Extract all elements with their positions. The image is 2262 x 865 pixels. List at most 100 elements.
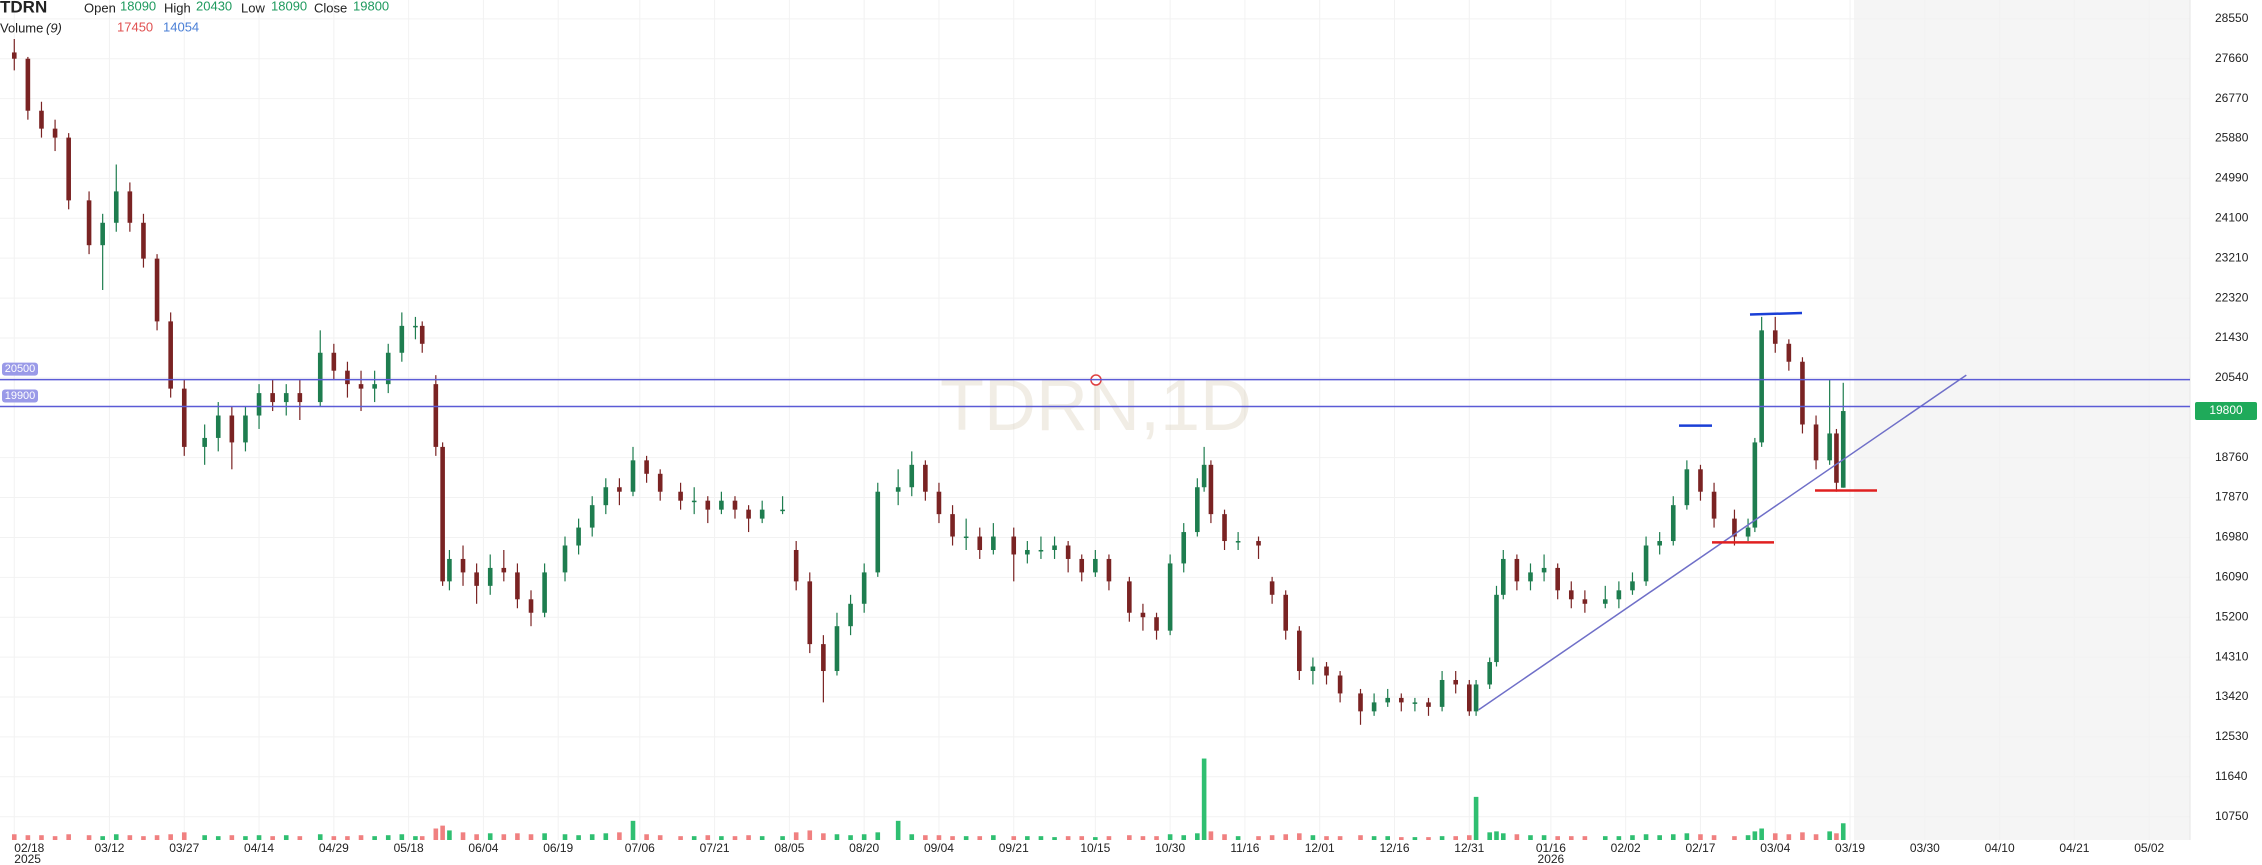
candle-body	[1745, 527, 1751, 537]
volume-bar	[1195, 833, 1200, 840]
volume-bar	[154, 835, 160, 840]
volume-bar	[1065, 836, 1071, 840]
candle-body	[1127, 581, 1132, 613]
volume-bar	[1487, 832, 1492, 840]
y-tick-label: 11640	[2215, 769, 2248, 783]
volume-bar	[66, 834, 71, 840]
candle-body	[691, 500, 697, 503]
volume-bar	[780, 836, 785, 840]
candle-body	[861, 572, 867, 604]
volume-bar	[617, 832, 622, 840]
volume-bar	[215, 836, 221, 840]
candle-body	[1337, 675, 1343, 694]
y-tick-label: 12530	[2215, 729, 2249, 743]
x-tick-label: 12/01	[1305, 841, 1335, 855]
candle-body	[1528, 572, 1533, 582]
candle-body	[528, 599, 534, 613]
candle-body	[1834, 433, 1839, 483]
volume-bar	[1297, 833, 1302, 840]
candle-body	[875, 491, 881, 573]
candle-body	[1385, 697, 1391, 703]
volume-bar	[1555, 836, 1560, 840]
y-tick-label: 23210	[2215, 250, 2249, 264]
volume-bar	[1514, 834, 1520, 840]
ohlc-value: 18090	[271, 0, 307, 13]
candle-body	[1439, 679, 1445, 707]
candle-body	[780, 509, 785, 512]
volume-bar	[1235, 836, 1241, 840]
volume-bar	[1337, 836, 1343, 840]
volume-bar	[950, 836, 955, 840]
candle-body	[181, 388, 187, 447]
x-tick-label: 03/30	[1910, 841, 1940, 855]
volume-bar	[270, 836, 275, 840]
candle-body	[1140, 612, 1146, 618]
volume-bar	[1181, 835, 1187, 840]
volume-bar	[460, 832, 466, 840]
volume-bar	[1052, 837, 1057, 840]
volume-bar	[1439, 836, 1445, 840]
volume-bar	[657, 835, 663, 840]
candle-body	[793, 549, 799, 582]
volume-bar	[515, 833, 520, 840]
y-tick-label: 15200	[2215, 609, 2249, 623]
candle-body	[1093, 558, 1098, 573]
volume-bar	[100, 836, 105, 840]
candle-body	[950, 514, 955, 537]
candle-body	[1657, 541, 1662, 546]
x-tick-label: 04/10	[1985, 841, 2015, 855]
candle-body	[515, 572, 520, 600]
volume-bar	[1093, 837, 1098, 840]
volume-bar	[562, 834, 568, 840]
x-tick-label: 05/02	[2134, 841, 2164, 855]
candle-body	[487, 567, 493, 586]
candle-body	[1616, 590, 1622, 600]
volume-bar	[909, 834, 915, 840]
price-line-label: 19900	[5, 390, 36, 402]
symbol: TDRN	[0, 0, 47, 16]
candle-body	[243, 415, 248, 443]
candle-body	[746, 509, 751, 519]
candle-body	[1371, 702, 1377, 712]
volume-bar	[834, 834, 840, 840]
candle-body	[807, 581, 813, 645]
x-tick-label: 04/21	[2059, 841, 2089, 855]
x-tick-label: 02/17	[1685, 841, 1715, 855]
volume-bar	[1528, 835, 1533, 840]
candle-body	[1426, 702, 1431, 707]
volume-bar	[141, 836, 146, 840]
volume-bar	[1167, 834, 1173, 840]
candle-body	[617, 487, 622, 492]
candle-body	[1555, 567, 1560, 591]
x-tick-label: 01/16	[1536, 841, 1566, 855]
x-tick-label: 03/19	[1835, 841, 1865, 855]
candle-body	[923, 464, 928, 492]
volume-bar	[1759, 828, 1764, 840]
volume-bar	[807, 830, 813, 840]
y-tick-label: 16090	[2215, 570, 2249, 584]
volume-bar	[1079, 836, 1085, 840]
volume-bar	[1786, 834, 1792, 840]
candle-body	[589, 505, 595, 528]
x-tick-label: 02/18	[14, 841, 44, 855]
y-tick-label: 21430	[2215, 330, 2249, 344]
candle-body	[1201, 464, 1207, 488]
volume-bar	[719, 836, 724, 840]
candle-body	[25, 58, 31, 111]
volume-bar	[861, 834, 867, 840]
volume-bar	[1752, 831, 1758, 840]
candle-body	[1643, 545, 1649, 582]
candle-body	[66, 137, 71, 201]
candle-body	[345, 370, 350, 385]
volume-bar	[113, 834, 119, 840]
x-tick-label: 12/16	[1379, 841, 1409, 855]
candle-body	[848, 603, 853, 627]
candle-body	[1283, 594, 1289, 631]
candle-body	[834, 626, 840, 672]
volume-bar	[1602, 836, 1608, 840]
candle-body	[1106, 558, 1112, 582]
volume-bar	[1324, 836, 1329, 840]
x-tick-label: 12/31	[1454, 841, 1484, 855]
candle-body	[1514, 558, 1520, 582]
